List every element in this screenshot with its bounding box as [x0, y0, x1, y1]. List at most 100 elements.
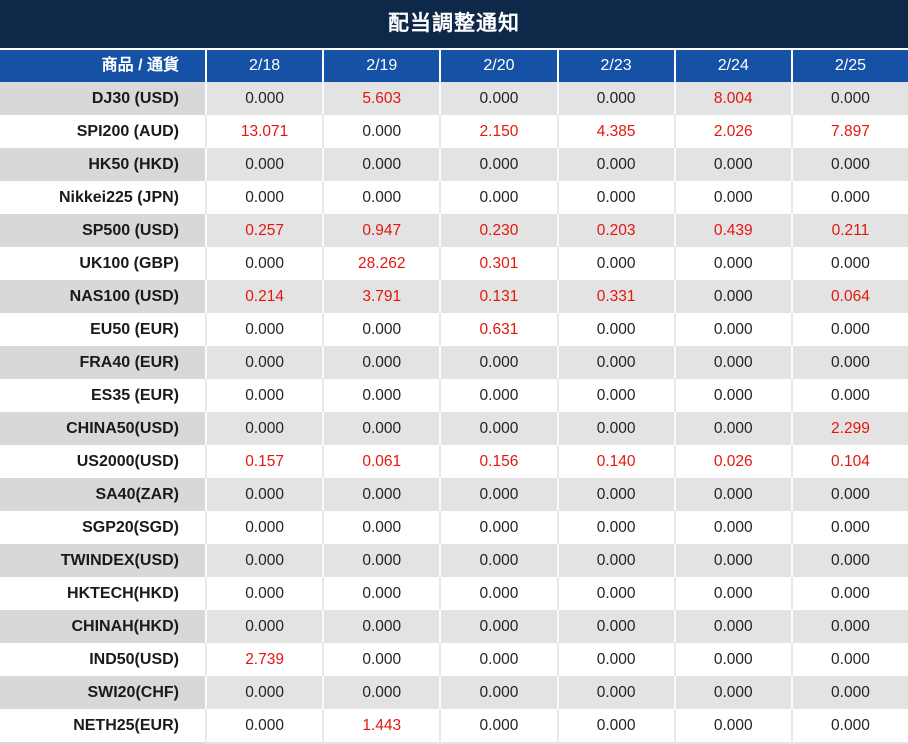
value-cell: 0.000: [790, 82, 908, 115]
value-cell: 2.150: [439, 115, 557, 148]
table-row: SPI200 (AUD) 13.071 0.000 2.150 4.385 2.026 7.…: [0, 115, 908, 148]
value-cell: 0.000: [205, 181, 323, 214]
value-cell: 0.000: [673, 577, 791, 610]
value-cell: 0.214: [205, 280, 323, 313]
value-cell: 0.000: [322, 181, 440, 214]
value-cell: 0.000: [205, 478, 323, 511]
value-cell: 0.000: [205, 709, 323, 742]
value-cell: 0.000: [673, 544, 791, 577]
value-cell: 0.000: [673, 280, 791, 313]
table-row: ES35 (EUR) 0.000 0.000 0.000 0.000 0.000 0.000: [0, 379, 908, 412]
value-cell: 0.061: [322, 445, 440, 478]
value-cell: 0.000: [556, 610, 674, 643]
value-cell: 0.000: [205, 379, 323, 412]
column-header-product-currency: 商品 / 通貨: [101, 57, 179, 74]
value-cell: 0.000: [439, 379, 557, 412]
value-cell: 0.000: [322, 577, 440, 610]
value-cell: 0.000: [439, 643, 557, 676]
value-cell: 0.000: [439, 709, 557, 742]
value-cell: 0.000: [439, 412, 557, 445]
value-cell: 0.000: [322, 346, 440, 379]
table-row: DJ30 (USD) 0.000 5.603 0.000 0.000 8.004 0.000: [0, 82, 908, 115]
table-row: UK100 (GBP) 0.000 28.262 0.301 0.000 0.000 0.0…: [0, 247, 908, 280]
page-title: 配当調整通知: [388, 12, 520, 35]
value-cell: 0.000: [556, 181, 674, 214]
value-cell: 0.000: [439, 346, 557, 379]
row-label: DJ30 (USD): [0, 82, 205, 115]
table-row: CHINAH(HKD) 0.000 0.000 0.000 0.000 0.000 0.00…: [0, 610, 908, 643]
table-row: SGP20(SGD) 0.000 0.000 0.000 0.000 0.000 0.000: [0, 511, 908, 544]
value-cell: 0.000: [322, 379, 440, 412]
value-cell: 0.000: [439, 544, 557, 577]
table-row: Nikkei225 (JPN) 0.000 0.000 0.000 0.000 0.000…: [0, 181, 908, 214]
table-header-row: 商品 / 通貨 2/18 2/19 2/20 2/23 2/24 2/25: [0, 48, 908, 82]
value-cell: 0.000: [790, 709, 908, 742]
value-cell: 0.000: [673, 412, 791, 445]
value-cell: 0.000: [673, 148, 791, 181]
row-label: SWI20(CHF): [0, 676, 205, 709]
value-cell: 0.257: [205, 214, 323, 247]
value-cell: 0.000: [322, 511, 440, 544]
row-label: SP500 (USD): [0, 214, 205, 247]
value-cell: 0.000: [790, 643, 908, 676]
value-cell: 0.000: [439, 82, 557, 115]
value-cell: 0.000: [790, 478, 908, 511]
row-label: IND50(USD): [0, 643, 205, 676]
value-cell: 5.603: [322, 82, 440, 115]
value-cell: 0.301: [439, 247, 557, 280]
value-cell: 0.156: [439, 445, 557, 478]
row-label: NETH25(EUR): [0, 709, 205, 742]
value-cell: 0.211: [790, 214, 908, 247]
column-header-date-6: 2/25: [790, 50, 908, 82]
value-cell: 0.000: [556, 478, 674, 511]
value-cell: 13.071: [205, 115, 323, 148]
table-row: SP500 (USD) 0.257 0.947 0.230 0.203 0.439 0.21…: [0, 214, 908, 247]
value-cell: 0.157: [205, 445, 323, 478]
value-cell: 0.000: [205, 148, 323, 181]
row-label: HKTECH(HKD): [0, 577, 205, 610]
column-header-date-4: 2/23: [556, 50, 674, 82]
value-cell: 0.000: [556, 412, 674, 445]
value-cell: 0.000: [205, 610, 323, 643]
value-cell: 28.262: [322, 247, 440, 280]
value-cell: 0.000: [556, 313, 674, 346]
table-row: IND50(USD) 2.739 0.000 0.000 0.000 0.000 0.000: [0, 643, 908, 676]
value-cell: 0.203: [556, 214, 674, 247]
table-row: HKTECH(HKD) 0.000 0.000 0.000 0.000 0.000 0.00…: [0, 577, 908, 610]
bottom-edge-strip: [0, 742, 908, 744]
value-cell: 0.000: [556, 346, 674, 379]
value-cell: 0.000: [790, 379, 908, 412]
row-label: FRA40 (EUR): [0, 346, 205, 379]
table-row: HK50 (HKD) 0.000 0.000 0.000 0.000 0.000 0.000: [0, 148, 908, 181]
bottom-edge-label-segment: [0, 742, 205, 744]
value-cell: 0.000: [556, 577, 674, 610]
bottom-edge-data-segment: [205, 742, 908, 744]
value-cell: 0.000: [322, 115, 440, 148]
table-row: FRA40 (EUR) 0.000 0.000 0.000 0.000 0.000 0.00…: [0, 346, 908, 379]
row-label: US2000(USD): [0, 445, 205, 478]
value-cell: 0.000: [790, 544, 908, 577]
value-cell: 0.000: [673, 676, 791, 709]
value-cell: 0.000: [205, 676, 323, 709]
row-label: SPI200 (AUD): [0, 115, 205, 148]
value-cell: 0.000: [205, 577, 323, 610]
table-row: NETH25(EUR) 0.000 1.443 0.000 0.000 0.000 0.00…: [0, 709, 908, 742]
value-cell: 0.000: [673, 313, 791, 346]
value-cell: 0.000: [556, 676, 674, 709]
value-cell: 0.000: [556, 247, 674, 280]
value-cell: 0.000: [322, 148, 440, 181]
value-cell: 0.000: [673, 247, 791, 280]
value-cell: 0.140: [556, 445, 674, 478]
value-cell: 0.064: [790, 280, 908, 313]
value-cell: 0.000: [205, 544, 323, 577]
value-cell: 0.000: [205, 346, 323, 379]
value-cell: 0.000: [322, 643, 440, 676]
value-cell: 0.000: [439, 610, 557, 643]
row-label: SGP20(SGD): [0, 511, 205, 544]
value-cell: 0.000: [439, 577, 557, 610]
table-row: SWI20(CHF) 0.000 0.000 0.000 0.000 0.000 0.000: [0, 676, 908, 709]
table-row: TWINDEX(USD) 0.000 0.000 0.000 0.000 0.000 0.0…: [0, 544, 908, 577]
value-cell: 0.000: [322, 478, 440, 511]
value-cell: 0.000: [790, 676, 908, 709]
